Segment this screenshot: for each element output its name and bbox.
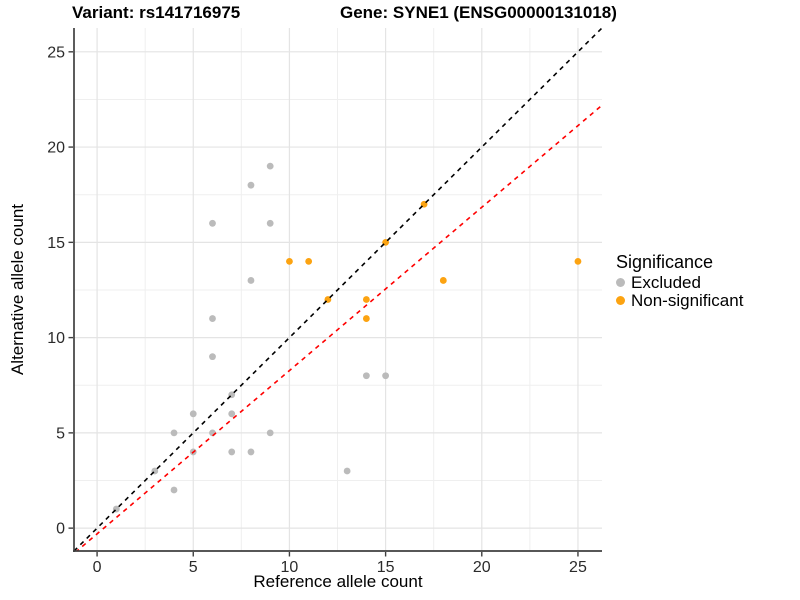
data-point-excluded bbox=[209, 219, 216, 227]
data-point-excluded bbox=[247, 277, 255, 284]
data-point-excluded bbox=[170, 429, 178, 437]
y-axis-label: Alternative allele count bbox=[8, 203, 27, 376]
y-tick-label: 15 bbox=[47, 235, 65, 252]
data-point-non-significant bbox=[286, 257, 293, 265]
data-point-excluded bbox=[343, 467, 351, 475]
data-point-non-significant bbox=[439, 277, 447, 284]
data-point-non-significant bbox=[362, 315, 370, 322]
identity-line bbox=[74, 28, 602, 551]
x-axis-label: Reference allele count bbox=[253, 572, 423, 591]
y-tick-label: 20 bbox=[47, 140, 65, 157]
x-tick-label: 25 bbox=[569, 559, 587, 576]
data-point-excluded bbox=[209, 315, 216, 322]
legend-item-non-significant: Non-significant bbox=[616, 290, 744, 310]
x-tick-label: 5 bbox=[189, 559, 198, 576]
legend-swatch-non-significant bbox=[616, 295, 625, 305]
legend-swatch-excluded bbox=[616, 278, 625, 288]
legend-item-excluded: Excluded bbox=[616, 274, 743, 292]
data-point-excluded bbox=[266, 429, 274, 437]
data-point-excluded bbox=[209, 353, 216, 361]
x-tick-label: 20 bbox=[473, 559, 491, 576]
data-point-excluded bbox=[362, 372, 370, 380]
data-point-non-significant bbox=[362, 296, 370, 303]
data-point-excluded bbox=[247, 181, 255, 189]
legend-title: Significance bbox=[616, 252, 714, 272]
x-tick-label: 10 bbox=[281, 559, 299, 576]
fit-line bbox=[75, 104, 602, 551]
reference-lines bbox=[74, 28, 602, 551]
data-point-excluded bbox=[266, 219, 274, 227]
x-tick-label: 15 bbox=[377, 559, 395, 576]
data-point-excluded bbox=[247, 448, 255, 456]
data-point-excluded bbox=[382, 372, 390, 380]
data-point-excluded bbox=[228, 410, 236, 418]
variant-title: Variant: rs141716975 bbox=[72, 3, 241, 22]
data-point-excluded bbox=[189, 410, 197, 418]
data-point-non-significant bbox=[574, 257, 582, 265]
y-tick-label: 10 bbox=[47, 330, 65, 347]
y-tick-label: 25 bbox=[47, 44, 65, 61]
legend: Significance Excluded Non-significant bbox=[616, 252, 743, 309]
y-tick-label: 5 bbox=[56, 425, 65, 442]
legend-label-excluded: Excluded bbox=[631, 273, 701, 292]
data-point-non-significant bbox=[305, 257, 313, 265]
x-tick-label: 0 bbox=[93, 559, 102, 576]
data-point-excluded bbox=[266, 162, 274, 170]
y-tick-label: 0 bbox=[56, 521, 65, 538]
legend-items: Excluded Non-significant bbox=[616, 274, 743, 309]
data-point-excluded bbox=[170, 486, 178, 494]
gene-title: Gene: SYNE1 (ENSG00000131018) bbox=[340, 3, 617, 22]
legend-label-non-significant: Non-significant bbox=[631, 290, 744, 310]
data-point-excluded bbox=[228, 448, 236, 456]
